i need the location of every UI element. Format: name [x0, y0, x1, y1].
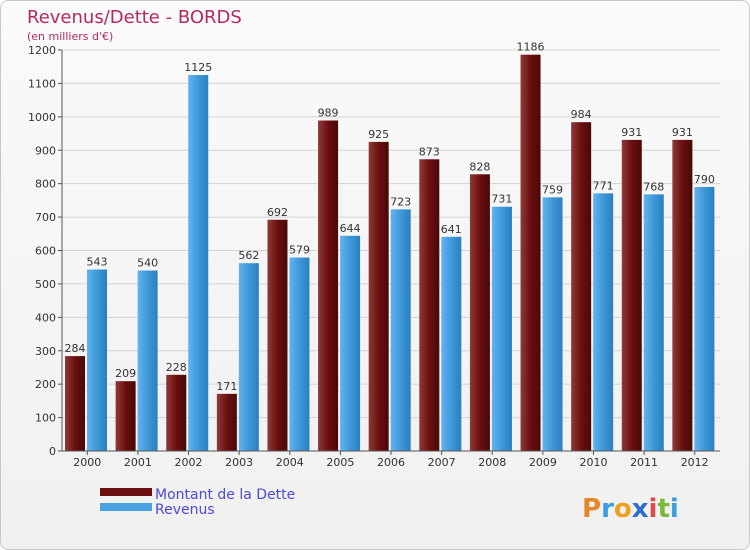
proxiti-logo: Proxiti	[582, 494, 679, 524]
revenus-bar	[491, 206, 512, 451]
x-tick-label: 2009	[529, 456, 557, 469]
revenus-bar	[188, 75, 209, 451]
debt-bar	[672, 139, 693, 451]
debt-bar	[216, 393, 237, 451]
data-label: 209	[115, 367, 136, 380]
data-label: 984	[571, 108, 592, 121]
y-tick-label: 1100	[28, 77, 56, 90]
x-tick-label: 2006	[377, 456, 405, 469]
data-label: 731	[491, 193, 512, 206]
y-tick-label: 300	[35, 345, 56, 358]
data-label: 1186	[517, 41, 545, 54]
data-label: 543	[87, 256, 108, 269]
y-tick-label: 600	[35, 245, 56, 258]
x-tick-label: 2000	[73, 456, 101, 469]
debt-bar	[621, 139, 642, 451]
logo-letter: t	[657, 494, 669, 524]
x-tick-label: 2004	[276, 456, 304, 469]
logo-letter: x	[632, 494, 649, 524]
data-label: 931	[672, 126, 693, 139]
chart-subtitle: (en milliers d'€)	[27, 30, 113, 43]
x-tick-label: 2003	[225, 456, 253, 469]
data-label: 562	[238, 249, 259, 262]
x-tick-label: 2011	[630, 456, 658, 469]
data-label: 873	[419, 145, 440, 158]
data-label: 284	[65, 342, 86, 355]
debt-bar	[166, 374, 187, 451]
revenus-bar	[593, 193, 614, 452]
legend-label-debt: Montant de la Dette	[155, 487, 295, 503]
data-label: 723	[390, 195, 411, 208]
data-label: 768	[643, 180, 664, 193]
data-label: 771	[593, 179, 614, 192]
logo-letter: o	[614, 494, 632, 524]
data-label: 1125	[184, 61, 212, 74]
x-tick-label: 2007	[428, 456, 456, 469]
legend-label-revenus: Revenus	[155, 502, 215, 518]
logo-letter: i	[670, 494, 679, 524]
y-tick-label: 0	[49, 445, 56, 458]
revenus-bar	[87, 269, 107, 451]
logo-letter: r	[601, 494, 614, 524]
legend-swatch-debt	[100, 488, 152, 496]
revenus-bar	[137, 270, 158, 451]
data-label: 759	[542, 183, 563, 196]
data-labels: 284 543 209 540 228 1125 171 562 692 579 989 644 925…	[65, 41, 715, 393]
revenus-bar	[289, 257, 310, 451]
debt-bar	[267, 219, 288, 451]
x-tick-label: 2012	[681, 456, 709, 469]
revenus-bar	[694, 187, 715, 451]
y-tick-label: 200	[35, 378, 56, 391]
x-tick-label: 2005	[326, 456, 354, 469]
data-label: 828	[469, 160, 490, 173]
y-axis-ticks: 0 100 200 300 400 500 600 700 800 900 1000 1100 1200	[28, 44, 63, 458]
revenus-bar	[441, 236, 462, 451]
debt-bar	[65, 356, 85, 451]
revenus-bar	[340, 235, 361, 451]
legend-swatch-revenus	[100, 503, 152, 511]
debt-bar	[571, 122, 592, 452]
debt-bar	[115, 381, 136, 451]
x-tick-label: 2008	[478, 456, 506, 469]
debt-bar	[469, 174, 490, 451]
y-tick-label: 400	[35, 311, 56, 324]
debt-bar	[520, 54, 541, 451]
y-tick-label: 500	[35, 278, 56, 291]
y-tick-label: 800	[35, 178, 56, 191]
y-tick-label: 1200	[28, 44, 56, 57]
logo-letter: i	[649, 494, 658, 524]
revenus-bar	[238, 263, 259, 451]
data-label: 579	[289, 244, 310, 257]
x-axis-ticks: 2000 2001 2002 2003 2004 2005 2006 2007 2008 2009…	[73, 451, 709, 469]
data-label: 931	[621, 126, 642, 139]
debt-bar	[368, 141, 389, 452]
data-label: 790	[694, 173, 715, 186]
y-tick-label: 700	[35, 211, 56, 224]
bars	[65, 54, 715, 452]
data-label: 228	[166, 361, 187, 374]
chart-title: Revenus/Dette - BORDS	[27, 7, 242, 28]
x-tick-label: 2001	[124, 456, 152, 469]
data-label: 644	[340, 222, 361, 235]
x-tick-label: 2010	[579, 456, 607, 469]
x-tick-label: 2002	[175, 456, 203, 469]
data-label: 171	[216, 380, 237, 393]
data-label: 925	[368, 128, 389, 141]
data-label: 989	[318, 107, 339, 120]
revenus-bar	[542, 197, 563, 451]
revenus-bar	[643, 194, 664, 452]
y-tick-label: 1000	[28, 111, 56, 124]
data-label: 540	[137, 257, 158, 270]
revenus-bar	[390, 209, 411, 451]
data-label: 692	[267, 206, 288, 219]
data-label: 641	[441, 223, 462, 236]
debt-bar	[419, 159, 440, 451]
debt-bar	[318, 120, 339, 452]
y-tick-label: 900	[35, 144, 56, 157]
y-tick-label: 100	[35, 412, 56, 425]
logo-letter: P	[582, 494, 601, 524]
